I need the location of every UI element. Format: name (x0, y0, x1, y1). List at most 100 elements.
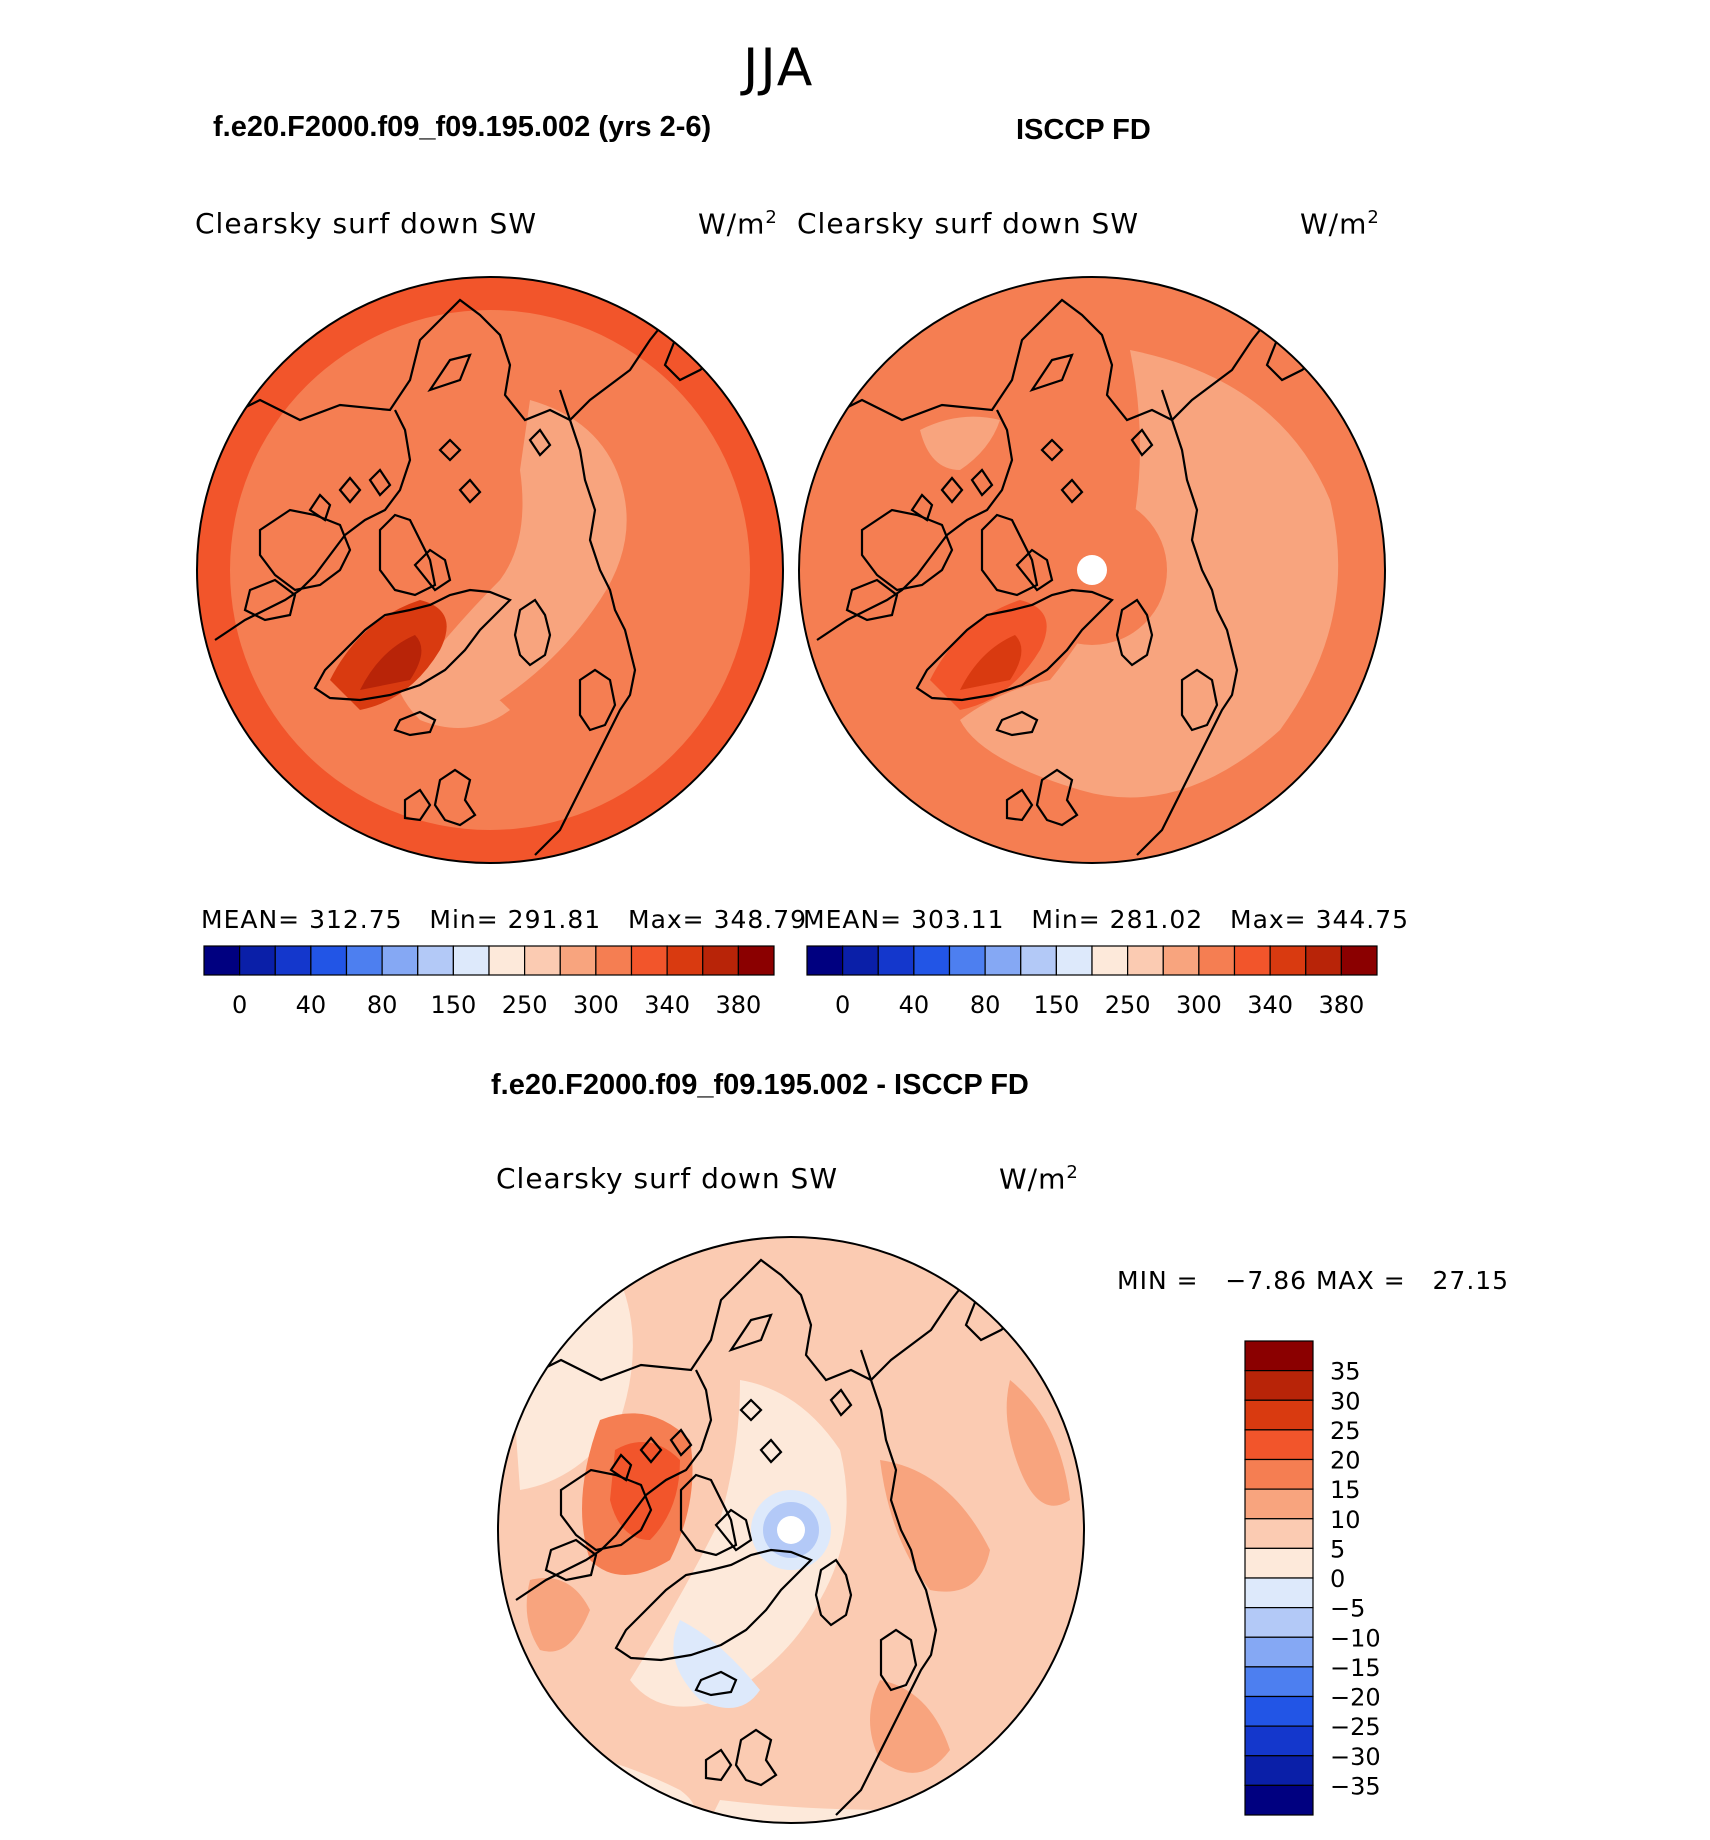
obs-colorbar-swatch (1020, 945, 1057, 976)
obs-colorbar-swatch (1198, 945, 1236, 976)
model-colorbar-swatch (702, 945, 739, 976)
obs-colorbar-tick-label: 300 (1176, 991, 1222, 1019)
model-colorbar-swatch (630, 945, 668, 976)
diff-units-label: W/m2 (999, 1162, 1079, 1196)
obs-colorbar-swatch (913, 945, 951, 976)
obs-min-value: 281.02 (1109, 905, 1204, 934)
model-max-label: Max= (628, 905, 705, 934)
model-mean-value: 312.75 (309, 905, 403, 934)
obs-colorbar-tick-label: 340 (1247, 991, 1293, 1019)
obs-map (799, 277, 1385, 863)
model-stats: MEAN= 312.75 Min= 291.81 Max= 348.79 (201, 905, 807, 934)
model-colorbar-tick-label: 340 (644, 991, 690, 1019)
diff-colorbar-tick-label: −5 (1330, 1595, 1365, 1623)
obs-colorbar-tick-label: 250 (1105, 991, 1151, 1019)
obs-colorbar-swatch (1127, 945, 1164, 976)
model-min-label: Min= (429, 905, 499, 934)
diff-max-label: MAX = (1315, 1266, 1406, 1295)
model-colorbar-tick-label: 150 (430, 991, 476, 1019)
obs-colorbar-swatch (1091, 945, 1129, 976)
diff-stats: MIN = −7.86 MAX = 27.15 (1117, 1266, 1509, 1295)
diff-colorbar-swatch (1244, 1370, 1314, 1401)
model-colorbar: 0 40 80 150 250 300 340 380 (203, 945, 775, 1019)
model-colorbar-swatch (310, 945, 348, 976)
model-colorbar-swatch (488, 945, 526, 976)
model-colorbar-tick-label: 250 (502, 991, 548, 1019)
model-colorbar-tick-label: 40 (296, 991, 327, 1019)
obs-colorbar-tick-label: 380 (1318, 991, 1364, 1019)
diff-map (498, 1237, 1084, 1823)
diff-min-value: −7.86 (1225, 1266, 1308, 1295)
model-colorbar-tick-label: 300 (573, 991, 619, 1019)
diff-colorbar-swatch (1244, 1784, 1314, 1816)
model-colorbar-swatch (381, 945, 419, 976)
diff-colorbar-swatch (1244, 1458, 1314, 1490)
model-colorbar-swatch (203, 945, 241, 976)
diff-colorbar-tick-label: 20 (1330, 1447, 1361, 1475)
obs-colorbar-swatch (877, 945, 915, 976)
diff-colorbar-tick-label: −20 (1330, 1684, 1381, 1712)
diff-colorbar-tick-label: 0 (1330, 1565, 1345, 1593)
model-colorbar-swatch (737, 945, 775, 976)
diff-colorbar-tick-label: 10 (1330, 1506, 1361, 1534)
model-colorbar-swatch (595, 945, 633, 976)
diff-variable-label: Clearsky surf down SW (496, 1162, 839, 1195)
diff-colorbar-tick-label: −10 (1330, 1624, 1381, 1652)
model-colorbar-swatch (417, 945, 454, 976)
obs-stats: MEAN= 303.11 Min= 281.02 Max= 344.75 (803, 905, 1409, 934)
obs-colorbar-swatch (1269, 945, 1307, 976)
obs-colorbar-swatch (842, 945, 879, 976)
model-colorbar-swatch (239, 945, 276, 976)
diff-colorbar-swatch (1244, 1577, 1314, 1609)
obs-units-label: W/m2 (1300, 207, 1380, 241)
obs-colorbar: 0 40 80 150 250 300 340 380 (806, 945, 1378, 1019)
diff-colorbar-tick-label: 35 (1330, 1358, 1361, 1386)
model-min-value: 291.81 (507, 905, 602, 934)
diff-colorbar-swatch (1244, 1666, 1314, 1698)
diff-colorbar-tick-label: −35 (1330, 1772, 1381, 1800)
obs-colorbar-swatch (948, 945, 986, 976)
model-colorbar-swatch (345, 945, 383, 976)
obs-colorbar-swatch (1340, 945, 1378, 976)
obs-mean-label: MEAN= (803, 905, 903, 934)
diff-colorbar-tick-label: −30 (1330, 1743, 1381, 1771)
obs-min-label: Min= (1031, 905, 1101, 934)
model-colorbar-tick-label: 0 (232, 991, 247, 1019)
diff-colorbar-swatch (1244, 1755, 1314, 1786)
diff-colorbar-swatch (1244, 1488, 1314, 1520)
obs-colorbar-swatch (1233, 945, 1271, 976)
model-colorbar-swatch (666, 945, 704, 976)
model-colorbar-swatch (274, 945, 312, 976)
diff-colorbar-tick-label: 15 (1330, 1476, 1361, 1504)
diff-colorbar-swatch (1244, 1636, 1314, 1668)
model-colorbar-swatch (559, 945, 597, 976)
diff-colorbar-swatch (1244, 1725, 1314, 1757)
season-title: JJA (743, 38, 815, 98)
diff-colorbar-tick-label: 5 (1330, 1535, 1345, 1563)
model-colorbar-swatch (452, 945, 490, 976)
diff-colorbar-swatch (1244, 1399, 1314, 1431)
obs-colorbar-swatch (1305, 945, 1342, 976)
model-colorbar-swatch (524, 945, 561, 976)
model-colorbar-tick-label: 380 (715, 991, 761, 1019)
diff-colorbar-swatch (1244, 1607, 1314, 1638)
diff-min-label: MIN = (1117, 1266, 1199, 1295)
obs-colorbar-swatch (806, 945, 844, 976)
obs-mean-value: 303.11 (911, 905, 1005, 934)
diff-colorbar-tick-label: 30 (1330, 1387, 1361, 1415)
obs-colorbar-swatch (1162, 945, 1200, 976)
obs-max-value: 344.75 (1315, 905, 1410, 934)
diff-colorbar-swatch (1244, 1429, 1314, 1461)
obs-panel-title: ISCCP FD (1016, 114, 1151, 146)
obs-colorbar-tick-label: 40 (899, 991, 930, 1019)
diff-colorbar-swatch (1244, 1695, 1314, 1727)
diff-colorbar-tick-label: −15 (1330, 1654, 1381, 1682)
obs-colorbar-tick-label: 150 (1033, 991, 1079, 1019)
model-colorbar-tick-label: 80 (367, 991, 398, 1019)
diff-colorbar-swatch (1244, 1518, 1314, 1549)
diff-panel-title: f.e20.F2000.f09_f09.195.002 - ISCCP FD (491, 1069, 1029, 1101)
diff-colorbar-tick-label: 25 (1330, 1417, 1361, 1445)
model-variable-label: Clearsky surf down SW (195, 207, 538, 240)
